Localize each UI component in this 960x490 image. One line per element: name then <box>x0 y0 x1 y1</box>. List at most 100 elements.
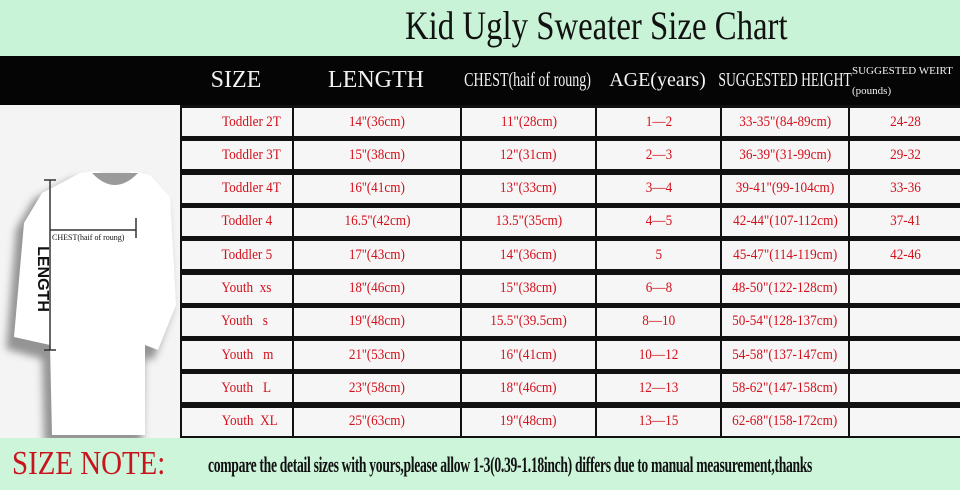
cell-text: 4—5 <box>645 213 672 230</box>
cell-size: Youth L <box>182 374 292 403</box>
column-header-weight: SUGGESTED WEIRT (pounds) <box>850 56 960 105</box>
cell-text: Toddler 2T <box>222 113 281 130</box>
cell-chest: 14"(36cm) <box>462 241 595 270</box>
cell-size: Toddler 4 <box>182 207 292 236</box>
cell-text: 37-41 <box>889 213 921 230</box>
cell-age: 2—3 <box>597 141 720 170</box>
cell-age: 8—10 <box>597 307 720 336</box>
column-header-weight-unit: (pounds) <box>852 84 892 97</box>
cell-height: 54-58"(137-147cm) <box>722 341 848 370</box>
cell-text: 50-54"(128-137cm) <box>732 313 838 330</box>
cell-text: Toddler 4T <box>222 180 281 197</box>
cell-text: 15''(38cm) <box>348 146 406 163</box>
cell-height: 50-54"(128-137cm) <box>722 307 848 336</box>
cell-chest: 18"(46cm) <box>462 374 595 403</box>
cell-height: 39-41"(99-104cm) <box>722 174 848 203</box>
cell-text: 13.5"(35cm) <box>495 213 562 230</box>
cell-chest: 11"(28cm) <box>462 108 595 136</box>
cell-text: Youth m <box>221 346 274 363</box>
note-band <box>0 438 960 490</box>
cell-text: 3—4 <box>645 180 672 197</box>
cell-length: 18''(46cm) <box>294 274 460 303</box>
column-header-chest-text: CHEST(haif of roung) <box>464 69 591 91</box>
table-row: Toddler 5 17''(43cm) 14"(36cm) 5 45-47"(114-… <box>180 238 960 271</box>
cell-text: 42-44"(107-112cm) <box>732 213 838 230</box>
cell-size: Toddler 3T <box>182 141 292 170</box>
cell-weight: 24-28 <box>850 108 960 136</box>
cell-text: 2—3 <box>645 146 672 163</box>
cell-text: 10—12 <box>638 346 679 363</box>
cell-text: 33-35"(84-89cm) <box>739 113 831 130</box>
cell-length: 15''(38cm) <box>294 141 460 170</box>
cell-chest: 19"(48cm) <box>462 407 595 436</box>
size-note-text: compare the detail sizes with yours,plea… <box>208 452 813 477</box>
cell-text: 23''(58cm) <box>348 379 406 396</box>
table-row: Youth XL 25''(63cm) 19"(48cm) 13—15 62-68"(1… <box>180 405 960 438</box>
cell-text: 12"(31cm) <box>500 146 557 163</box>
cell-text: 33-36 <box>889 180 921 197</box>
cell-text: 1—2 <box>645 113 672 130</box>
cell-length: 14''(36cm) <box>294 108 460 136</box>
column-header-height: SUGGESTED HEIGHT <box>718 56 851 105</box>
size-note-label: SIZE NOTE: <box>12 445 166 482</box>
cell-text: 21''(53cm) <box>348 346 406 363</box>
cell-text: 45-47"(114-119cm) <box>732 246 838 263</box>
sweater-icon <box>6 171 176 444</box>
cell-chest: 13.5"(35cm) <box>462 207 595 236</box>
cell-text: 18''(46cm) <box>348 280 406 296</box>
cell-text: 29-32 <box>889 146 921 163</box>
cell-chest: 15.5"(39.5cm) <box>462 307 595 336</box>
cell-text: Youth XL <box>221 413 278 430</box>
cell-age: 12—13 <box>597 374 720 403</box>
cell-text: 17''(43cm) <box>348 246 406 263</box>
cell-weight: 29-32 <box>850 141 960 170</box>
cell-length: 23''(58cm) <box>294 374 460 403</box>
cell-length: 25''(63cm) <box>294 407 460 436</box>
cell-size: Toddler 5 <box>182 241 292 270</box>
table-row: Toddler 4 16.5''(42cm) 13.5"(35cm) 4—5 42-44… <box>180 205 960 238</box>
table-row: Youth s 19''(48cm) 15.5"(39.5cm) 8—10 50-54"… <box>180 305 960 338</box>
cell-size: Toddler 4T <box>182 174 292 203</box>
cell-height: 42-44"(107-112cm) <box>722 207 848 236</box>
cell-text: 19''(48cm) <box>348 313 406 330</box>
cell-size: Youth xs <box>182 274 292 303</box>
column-header-chest: CHEST(haif of roung) <box>460 56 595 105</box>
sweater-diagram: CHEST(haif of roung) LENGTH <box>0 105 180 444</box>
cell-text: 25''(63cm) <box>348 413 406 430</box>
cell-height: 62-68"(158-172cm) <box>722 407 848 436</box>
cell-weight: 37-41 <box>850 207 960 236</box>
column-header-size: SIZE <box>210 67 262 93</box>
cell-text: 58-62"(147-158cm) <box>732 379 838 396</box>
cell-text: 14"(36cm) <box>500 246 557 263</box>
cell-text: 13—15 <box>638 413 679 430</box>
cell-text: 39-41"(99-104cm) <box>735 180 835 197</box>
cell-height: 33-35"(84-89cm) <box>722 108 848 136</box>
table-row: Youth L 23''(58cm) 18"(46cm) 12—13 58-62"(14… <box>180 371 960 404</box>
table-header: SIZE LENGTH CHEST(haif of roung) AGE(yea… <box>0 56 960 105</box>
page-title: Kid Ugly Sweater Size Chart <box>405 3 788 48</box>
cell-text: Toddler 3T <box>222 146 281 163</box>
table-row: Youth m 21''(53cm) 16"(41cm) 10—12 54-58"(13… <box>180 338 960 371</box>
cell-height: 48-50"(122-128cm) <box>722 274 848 303</box>
cell-text: 48-50"(122-128cm) <box>732 280 838 296</box>
title-band <box>0 0 960 56</box>
cell-text: 14''(36cm) <box>348 113 406 130</box>
cell-text: 24-28 <box>889 113 921 130</box>
cell-age: 3—4 <box>597 174 720 203</box>
cell-chest: 13"(33cm) <box>462 174 595 203</box>
cell-weight <box>850 274 960 303</box>
cell-weight <box>850 407 960 436</box>
cell-text: 6—8 <box>645 280 672 296</box>
cell-text: 16''(41cm) <box>348 180 406 197</box>
cell-text: Toddler 5 <box>221 246 273 263</box>
table-row: Toddler 2T 14''(36cm) 11"(28cm) 1—2 33-35"(8… <box>180 105 960 138</box>
cell-chest: 12"(31cm) <box>462 141 595 170</box>
cell-text: 8—10 <box>642 313 675 330</box>
cell-length: 16.5''(42cm) <box>294 207 460 236</box>
cell-text: 11"(28cm) <box>500 113 557 130</box>
cell-text: 5 <box>655 246 662 263</box>
cell-height: 36-39"(31-99cm) <box>722 141 848 170</box>
cell-text: Toddler 4 <box>221 213 273 230</box>
cell-text: Youth s <box>221 313 268 330</box>
cell-text: 15"(38cm) <box>500 280 557 296</box>
